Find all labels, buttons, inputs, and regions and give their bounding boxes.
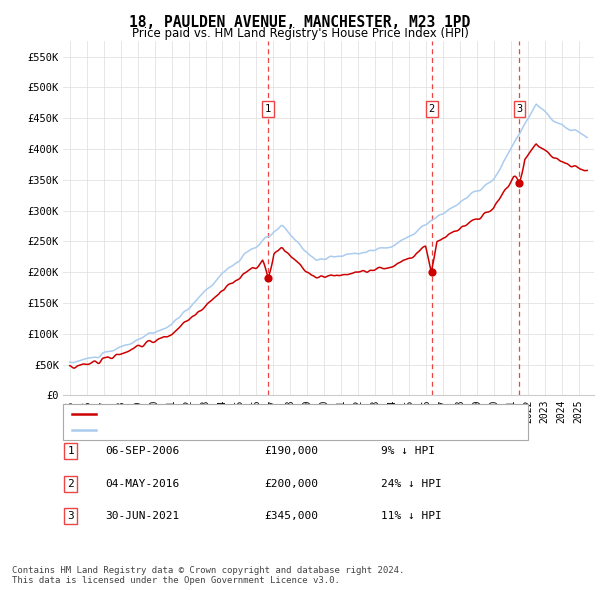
Text: 18, PAULDEN AVENUE, MANCHESTER, M23 1PD: 18, PAULDEN AVENUE, MANCHESTER, M23 1PD [130, 15, 470, 30]
Text: Contains HM Land Registry data © Crown copyright and database right 2024.
This d: Contains HM Land Registry data © Crown c… [12, 566, 404, 585]
Text: HPI: Average price, detached house, Manchester: HPI: Average price, detached house, Manc… [100, 425, 388, 435]
Text: 11% ↓ HPI: 11% ↓ HPI [381, 512, 442, 521]
Text: £190,000: £190,000 [264, 447, 318, 456]
Text: £200,000: £200,000 [264, 479, 318, 489]
Text: 3: 3 [516, 104, 523, 114]
Point [427, 267, 437, 277]
Text: 24% ↓ HPI: 24% ↓ HPI [381, 479, 442, 489]
Text: 2: 2 [67, 479, 74, 489]
Text: 1: 1 [67, 447, 74, 456]
Text: Price paid vs. HM Land Registry's House Price Index (HPI): Price paid vs. HM Land Registry's House … [131, 27, 469, 40]
Text: 04-MAY-2016: 04-MAY-2016 [105, 479, 179, 489]
Text: 2: 2 [428, 104, 435, 114]
Text: 06-SEP-2006: 06-SEP-2006 [105, 447, 179, 456]
Point [515, 178, 524, 188]
Text: 3: 3 [67, 512, 74, 521]
Text: 1: 1 [265, 104, 271, 114]
Text: £345,000: £345,000 [264, 512, 318, 521]
Text: 9% ↓ HPI: 9% ↓ HPI [381, 447, 435, 456]
Text: 18, PAULDEN AVENUE, MANCHESTER, M23 1PD (detached house): 18, PAULDEN AVENUE, MANCHESTER, M23 1PD … [100, 409, 450, 419]
Point [263, 274, 273, 283]
Text: 30-JUN-2021: 30-JUN-2021 [105, 512, 179, 521]
